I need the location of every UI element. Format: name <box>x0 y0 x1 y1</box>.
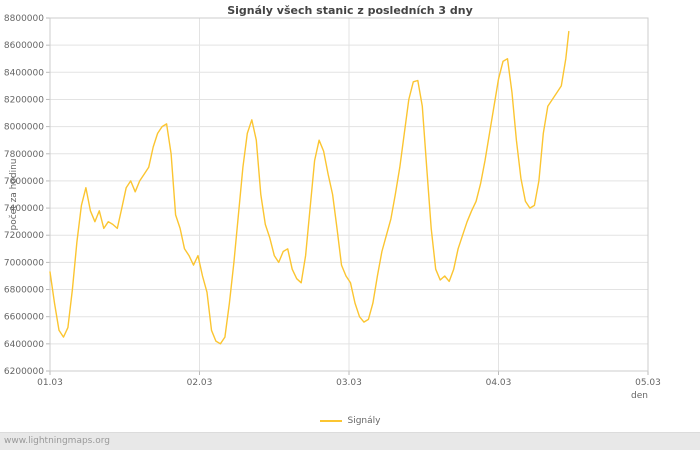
chart-title: Signály všech stanic z posledních 3 dny <box>227 4 473 17</box>
svg-text:6200000: 6200000 <box>4 367 44 377</box>
svg-text:6600000: 6600000 <box>4 313 44 323</box>
line-chart: 6200000 6400000 6600000 6800000 7000000 72000… <box>4 14 661 401</box>
svg-text:7000000: 7000000 <box>4 258 44 268</box>
svg-text:01.03: 01.03 <box>37 378 63 388</box>
svg-text:den: den <box>631 391 648 401</box>
svg-text:6800000: 6800000 <box>4 286 44 296</box>
svg-text:7200000: 7200000 <box>4 231 44 241</box>
legend-series-label: Signály <box>347 416 381 426</box>
svg-text:7600000: 7600000 <box>4 177 44 187</box>
svg-text:02.03: 02.03 <box>187 378 213 388</box>
svg-text:03.03: 03.03 <box>336 378 362 388</box>
legend: Signály <box>0 413 700 429</box>
svg-text:počet za hodinu: počet za hodinu <box>8 158 19 230</box>
svg-text:8200000: 8200000 <box>4 95 44 105</box>
legend-line-swatch <box>319 420 342 422</box>
svg-text:8800000: 8800000 <box>4 14 44 24</box>
svg-text:7400000: 7400000 <box>4 204 44 214</box>
watermark-url: www.lightningmaps.org <box>4 436 110 446</box>
svg-text:05.03: 05.03 <box>635 378 661 388</box>
svg-text:7800000: 7800000 <box>4 150 44 160</box>
svg-text:8600000: 8600000 <box>4 41 44 51</box>
svg-text:8400000: 8400000 <box>4 68 44 78</box>
svg-text:8000000: 8000000 <box>4 123 44 133</box>
footer-bar: www.lightningmaps.org <box>0 432 700 450</box>
svg-text:6400000: 6400000 <box>4 340 44 350</box>
svg-text:04.03: 04.03 <box>486 378 512 388</box>
